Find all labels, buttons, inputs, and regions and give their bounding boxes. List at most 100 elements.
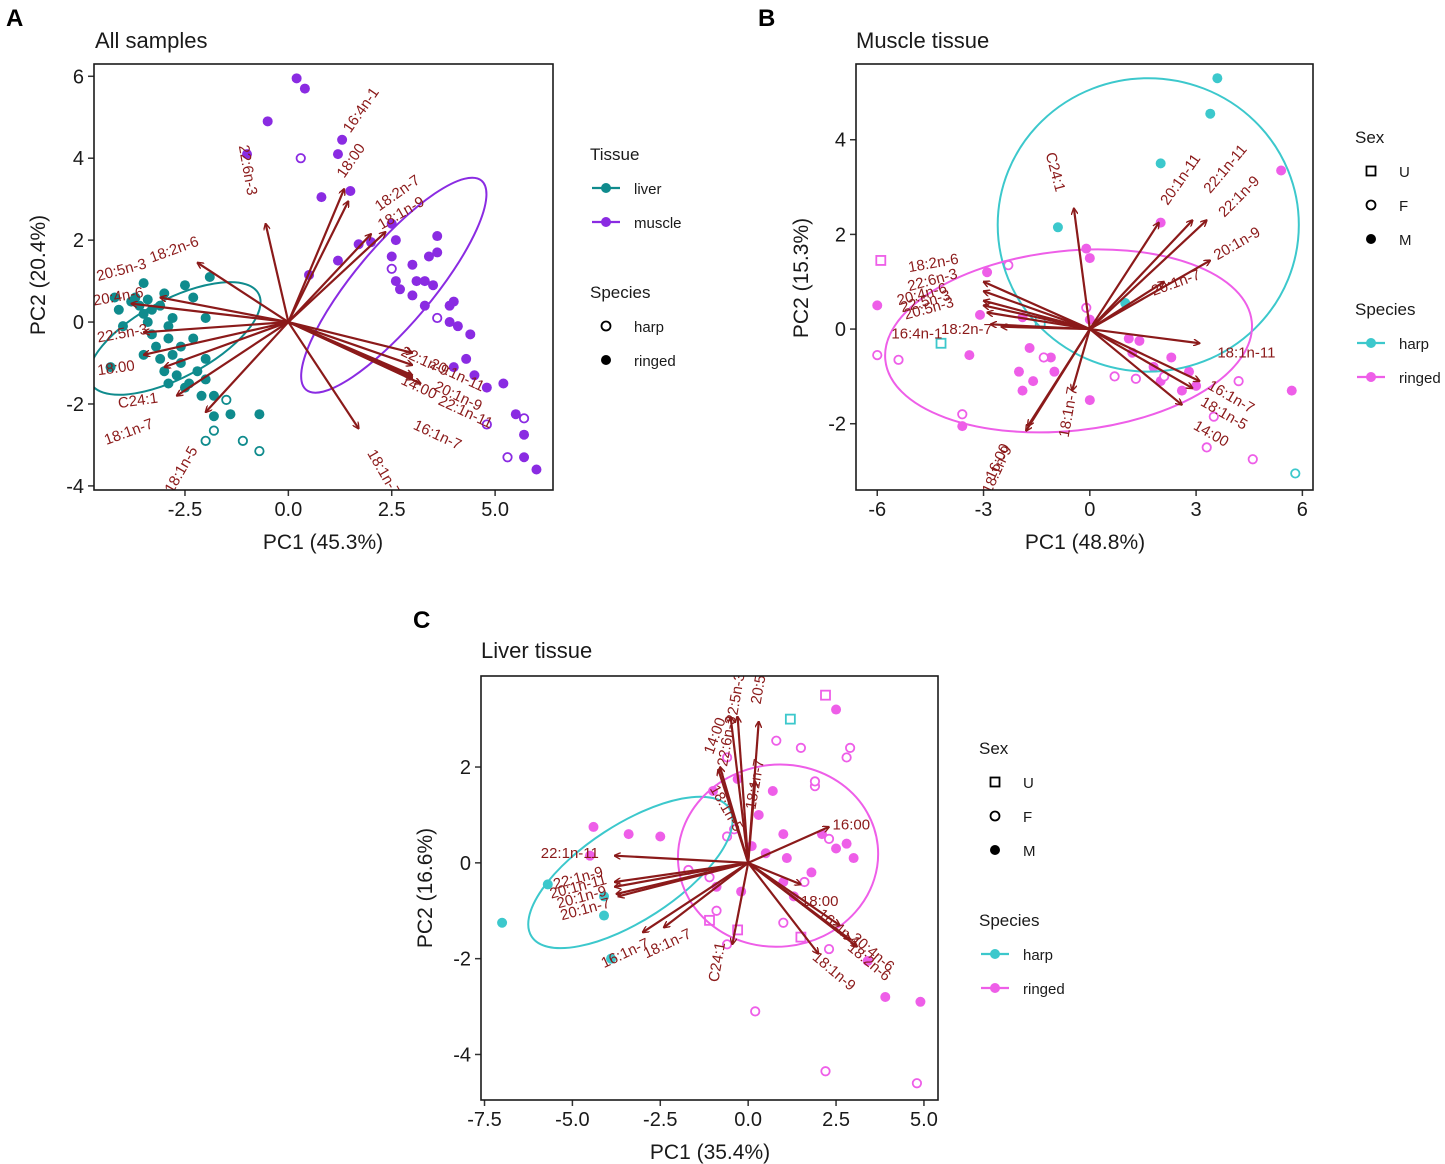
loading-arrow <box>618 861 749 897</box>
loading-arrow <box>144 320 289 332</box>
point-muscle <box>465 329 476 340</box>
point-liver <box>188 292 199 303</box>
legend-item-label: M <box>1023 843 1036 860</box>
panel-title-a: All samples <box>95 28 207 53</box>
point-muscle <box>432 247 443 258</box>
loading-arrow <box>987 313 1090 331</box>
y-axis-label-b: PC2 (15.3%) <box>790 218 813 338</box>
loading-arrow <box>197 263 289 323</box>
legend-title: Species <box>979 911 1039 930</box>
point-liver-harp <box>254 445 265 457</box>
point-liver <box>155 353 166 364</box>
loading-arrow <box>1089 328 1200 381</box>
y-tick-label: 0 <box>460 853 471 875</box>
plot-a: -2.5 0.0 2.5 5.0 -4 -2 0 2 4 6 22:6n-3 16:4n-1 18:00… <box>66 63 554 521</box>
point-muscle <box>461 353 472 364</box>
point-muscle <box>469 370 480 381</box>
point-ringed-m <box>841 838 852 849</box>
x-tick-label: 0.0 <box>734 1109 762 1131</box>
panel-label-a: A <box>6 5 23 32</box>
plot-area: 22:6n-316:4n-118:0018:2n-718:1n-918:2n-6… <box>94 73 542 490</box>
ellipse-liver <box>94 281 262 396</box>
x-tick-label: 2.5 <box>822 1109 850 1131</box>
y-tick-label: 0 <box>835 319 846 341</box>
x-axis-label-b: PC1 (48.8%) <box>1025 531 1145 554</box>
point-ringed-m <box>862 956 873 967</box>
x-axis-label-c: PC1 (35.4%) <box>650 1141 770 1164</box>
point-muscle-harp <box>432 312 443 324</box>
point-ringed-f <box>1233 376 1244 387</box>
loading-arrow <box>643 861 749 932</box>
x-tick-label: 3 <box>1191 499 1202 521</box>
loading-label: 22:6n-3 <box>235 144 261 197</box>
point-muscle-harp <box>481 419 492 430</box>
point-liver <box>105 362 116 373</box>
y-axis-label-c: PC2 (16.6%) <box>414 828 437 948</box>
legend-key-open-square <box>989 776 1001 788</box>
legend-item-label: U <box>1399 164 1410 181</box>
point-ringed-u <box>875 255 887 266</box>
point-ringed-f <box>809 776 821 787</box>
point-ringed-m <box>1013 366 1024 377</box>
point-ringed-f <box>1201 442 1212 453</box>
y-tick-label: 4 <box>73 148 84 170</box>
loading-label: 16:1n-7 <box>411 417 464 454</box>
point-liver-harp <box>208 425 220 436</box>
point-liver <box>163 333 174 344</box>
point-liver <box>200 353 211 364</box>
loading-arrow <box>287 321 412 365</box>
legend-key-filled-circle <box>601 355 611 365</box>
loading-label: 16:00 <box>833 816 871 833</box>
x-tick-label: -3 <box>975 499 993 521</box>
loading-arrow <box>288 320 412 353</box>
point-ringed-m <box>623 829 634 840</box>
loading-arrow <box>287 321 420 383</box>
plot-frame <box>480 675 939 1101</box>
point-harp-m <box>497 917 508 928</box>
panel-title-b: Muscle tissue <box>856 28 989 53</box>
point-ringed-f <box>823 833 835 844</box>
loading-label: 18:00 <box>96 357 136 379</box>
point-liver-harp <box>237 435 248 446</box>
legend-key-dot <box>990 983 1000 993</box>
point-muscle <box>531 464 542 475</box>
point-harp-u <box>935 337 947 349</box>
y-tick-label: -2 <box>453 949 471 971</box>
point-liver <box>142 294 153 305</box>
loading-label: 20:5n-3 <box>748 652 774 705</box>
point-ringed-m <box>1045 352 1056 363</box>
point-muscle <box>432 231 443 242</box>
point-muscle <box>353 239 364 250</box>
point-ringed-m <box>778 829 789 840</box>
legend-b: Sex UFM Species harp ringed <box>1355 128 1441 387</box>
point-ringed-f <box>872 349 883 361</box>
point-muscle <box>419 276 430 287</box>
point-ringed-f <box>823 943 835 955</box>
point-muscle <box>407 259 418 270</box>
point-liver <box>200 312 211 323</box>
point-harp-m <box>599 891 610 902</box>
loading-arrow <box>732 862 750 944</box>
legend-key-dot <box>990 949 1000 959</box>
point-muscle <box>390 235 401 246</box>
point-ringed-m <box>584 850 595 861</box>
point-ringed-m <box>1191 380 1202 391</box>
point-muscle <box>299 83 310 94</box>
point-muscle-harp <box>386 263 397 274</box>
point-ringed-f <box>750 1006 761 1017</box>
point-ringed-u <box>820 689 831 701</box>
loading-arrow <box>206 321 290 412</box>
plot-area: C24:1 20:1n-1122:1n-1122:1n-920:1n-920:1n… <box>872 73 1301 490</box>
loading-arrow <box>1089 328 1182 405</box>
point-muscle <box>448 296 459 307</box>
point-ringed-f <box>893 354 904 365</box>
legend-item-label: F <box>1399 198 1408 215</box>
point-ringed-u <box>732 924 744 936</box>
loading-arrow <box>1089 327 1200 343</box>
panel-c: C Liver tissue -7.5 -5.0 -2.5 0.0 2.5 5.0 -4 -2… <box>413 607 1065 1164</box>
legend-key-dot <box>1366 372 1376 382</box>
legend-key-filled-circle <box>1366 234 1376 244</box>
point-liver <box>113 304 124 315</box>
x-tick-label: 5.0 <box>910 1109 938 1131</box>
